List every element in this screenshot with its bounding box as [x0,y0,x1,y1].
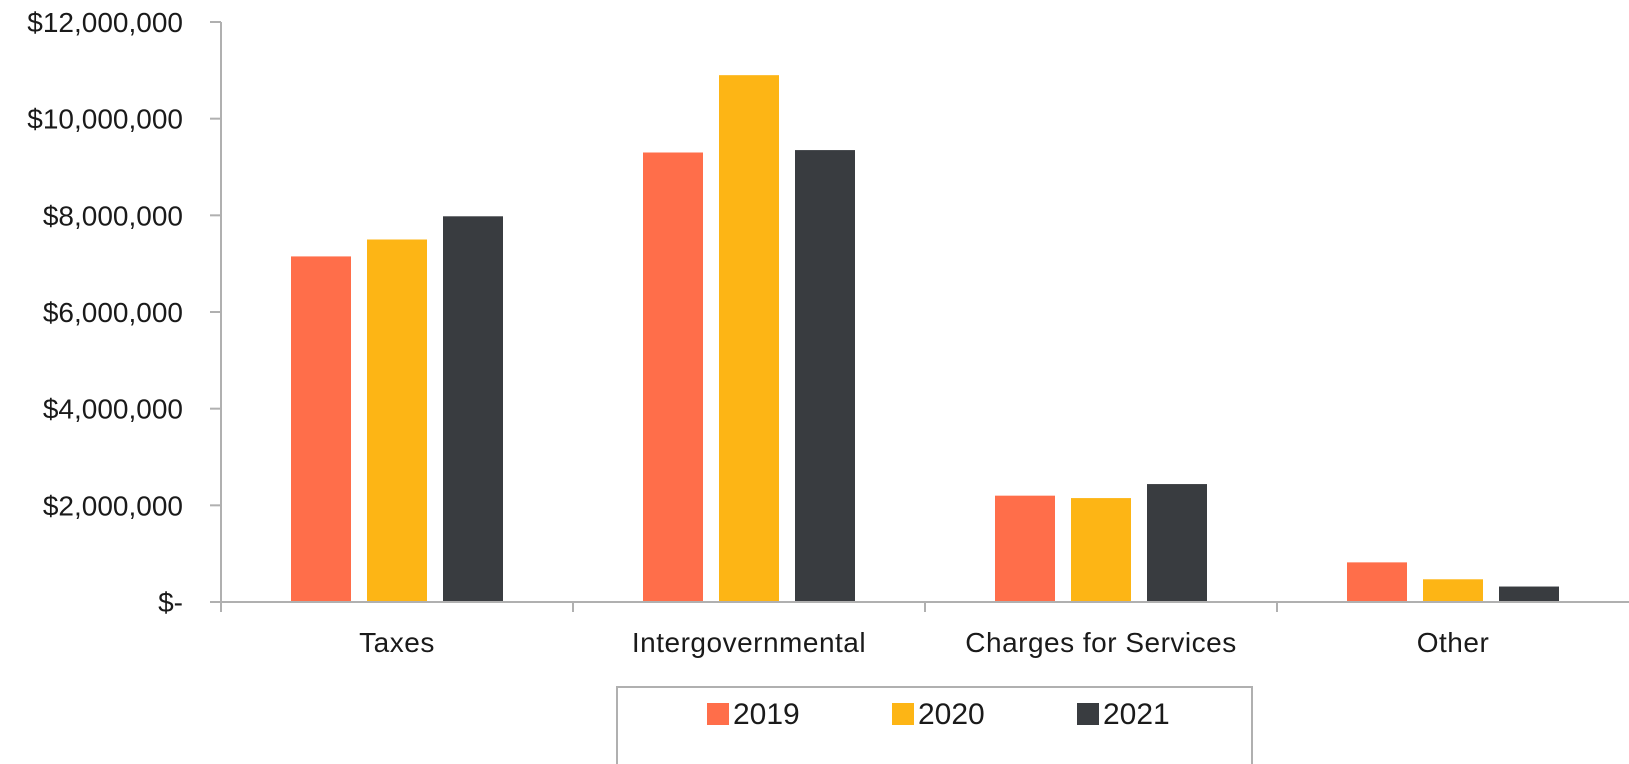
bar-2019-charges-for-services [995,495,1055,602]
bar-2019-taxes [291,256,351,602]
x-category-label: Other [1417,627,1490,658]
x-category-label: Taxes [359,627,435,658]
legend-box [616,686,1253,764]
bar-2021-charges-for-services [1147,484,1207,602]
bar-2021-intergovernmental [795,150,855,603]
y-tick-label: $- [158,587,183,618]
y-tick-label: $12,000,000 [27,7,183,38]
y-tick-label: $10,000,000 [27,104,183,135]
x-category-label: Intergovernmental [632,627,866,658]
legend-label-2020: 2020 [918,698,985,731]
y-tick-label: $4,000,000 [43,394,183,425]
legend-swatch-2020 [892,703,914,725]
legend-swatch-2021 [1077,703,1099,725]
legend-label-2021: 2021 [1103,698,1170,731]
bar-2019-other [1347,562,1407,602]
axes-layer [220,22,1629,603]
y-tick-label: $8,000,000 [43,200,183,231]
legend-label-2019: 2019 [733,698,800,731]
y-tick-label: $2,000,000 [43,490,183,521]
y-axis-ticks: $- $2,000,000 $4,000,000 $6,000,000 $8,000,0… [27,7,221,618]
x-axis-categories: Taxes Intergovernmental Charges for Servic… [220,602,1490,658]
bar-2021-other [1499,586,1559,602]
bar-2020-taxes [367,239,427,602]
bar-2020-intergovernmental [719,75,779,602]
bar-2020-charges-for-services [1071,498,1131,602]
bars-layer [291,75,1559,603]
bar-2020-other [1423,579,1483,602]
bar-2019-intergovernmental [643,152,703,602]
y-tick-label: $6,000,000 [43,297,183,328]
bar-2021-taxes [443,216,503,603]
legend: 2019 2020 2021 [616,686,1253,764]
legend-swatch-2019 [707,703,729,725]
x-category-label: Charges for Services [965,627,1236,658]
